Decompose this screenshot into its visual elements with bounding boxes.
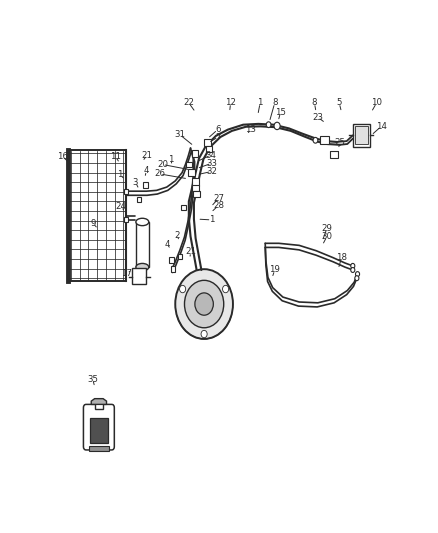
Bar <box>320 136 329 143</box>
Text: 11: 11 <box>110 152 121 161</box>
Circle shape <box>351 268 355 272</box>
Bar <box>124 217 128 222</box>
Bar <box>192 179 199 186</box>
Bar <box>188 169 194 176</box>
Bar <box>192 184 199 191</box>
FancyBboxPatch shape <box>83 405 114 450</box>
Text: 21: 21 <box>141 150 152 159</box>
Text: 9: 9 <box>90 219 95 228</box>
Text: 18: 18 <box>336 253 347 262</box>
Circle shape <box>313 138 318 143</box>
Ellipse shape <box>136 219 149 225</box>
Text: 2: 2 <box>174 231 180 240</box>
Circle shape <box>266 122 271 127</box>
Text: 19: 19 <box>269 265 280 274</box>
Bar <box>178 254 182 260</box>
Text: 17: 17 <box>121 269 132 278</box>
Text: 3: 3 <box>133 177 138 187</box>
Bar <box>204 139 211 147</box>
Circle shape <box>351 263 355 268</box>
Text: 31: 31 <box>174 130 185 139</box>
Text: 34: 34 <box>205 150 216 159</box>
Bar <box>124 189 128 193</box>
Text: 10: 10 <box>371 99 382 108</box>
Text: 26: 26 <box>155 169 166 179</box>
Bar <box>132 268 146 284</box>
Circle shape <box>223 285 229 293</box>
Circle shape <box>195 293 213 315</box>
Bar <box>90 418 108 443</box>
Circle shape <box>184 280 224 328</box>
Text: 32: 32 <box>206 167 217 176</box>
Text: 4: 4 <box>165 240 170 249</box>
Text: 21: 21 <box>185 247 196 256</box>
Circle shape <box>180 285 186 293</box>
Text: 8: 8 <box>312 99 317 108</box>
Bar <box>330 151 338 158</box>
Bar <box>187 161 192 167</box>
Bar <box>206 146 212 152</box>
Bar <box>137 197 141 202</box>
Text: 1: 1 <box>117 170 123 179</box>
Bar <box>89 446 109 451</box>
Text: 24: 24 <box>116 203 127 211</box>
Bar <box>191 150 198 157</box>
Bar <box>95 399 103 409</box>
Text: 1: 1 <box>258 99 263 108</box>
Text: 1: 1 <box>168 155 173 164</box>
Text: 12: 12 <box>225 99 236 108</box>
Circle shape <box>356 272 360 277</box>
Bar <box>68 150 126 281</box>
Bar <box>181 205 186 210</box>
Text: 7: 7 <box>215 133 221 142</box>
Text: 8: 8 <box>272 99 277 108</box>
Text: 35: 35 <box>87 375 98 384</box>
Text: 15: 15 <box>275 108 286 117</box>
Ellipse shape <box>136 263 149 271</box>
Bar <box>353 124 371 147</box>
Circle shape <box>175 269 233 339</box>
Text: 22: 22 <box>184 99 194 108</box>
Text: 27: 27 <box>213 194 224 203</box>
Text: 29: 29 <box>321 224 332 232</box>
Text: 5: 5 <box>336 99 342 108</box>
Text: 16: 16 <box>57 152 68 161</box>
Polygon shape <box>91 399 106 405</box>
Text: 4: 4 <box>144 166 149 175</box>
Text: 1: 1 <box>209 215 214 224</box>
Text: 6: 6 <box>215 125 220 134</box>
Bar <box>170 257 174 263</box>
Text: 25: 25 <box>334 138 346 147</box>
Text: 13: 13 <box>245 125 257 134</box>
Text: 23: 23 <box>312 113 323 122</box>
Bar <box>136 222 149 267</box>
Circle shape <box>274 122 280 130</box>
Bar <box>193 191 200 197</box>
Text: 28: 28 <box>213 201 224 210</box>
Text: 14: 14 <box>376 122 387 131</box>
Circle shape <box>355 276 359 281</box>
Text: 20: 20 <box>157 160 168 169</box>
Text: 33: 33 <box>206 159 217 168</box>
Bar <box>143 182 148 188</box>
Bar <box>355 126 368 144</box>
Bar <box>170 266 175 272</box>
Text: 30: 30 <box>321 232 332 241</box>
Circle shape <box>201 330 207 338</box>
